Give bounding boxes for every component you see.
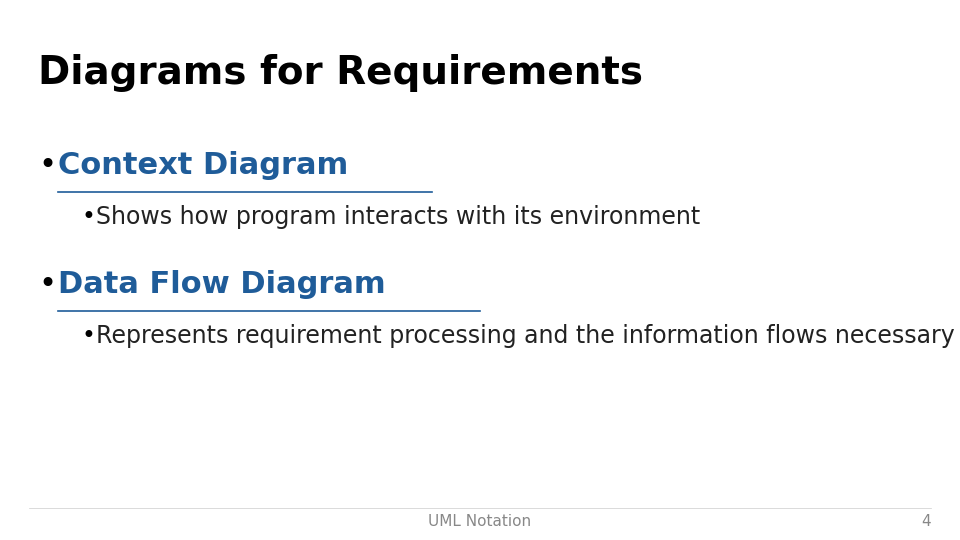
Text: UML Notation: UML Notation (428, 514, 532, 529)
Text: Diagrams for Requirements: Diagrams for Requirements (38, 54, 643, 92)
Text: 4: 4 (922, 514, 931, 529)
Text: •: • (82, 324, 95, 348)
Text: Data Flow Diagram: Data Flow Diagram (58, 270, 385, 299)
Text: Context Diagram: Context Diagram (58, 151, 348, 180)
Text: Shows how program interacts with its environment: Shows how program interacts with its env… (96, 205, 700, 229)
Text: •: • (38, 270, 57, 299)
Text: •: • (38, 151, 57, 180)
Text: •: • (82, 205, 95, 229)
Text: Represents requirement processing and the information flows necessary to sustain: Represents requirement processing and th… (96, 324, 960, 348)
